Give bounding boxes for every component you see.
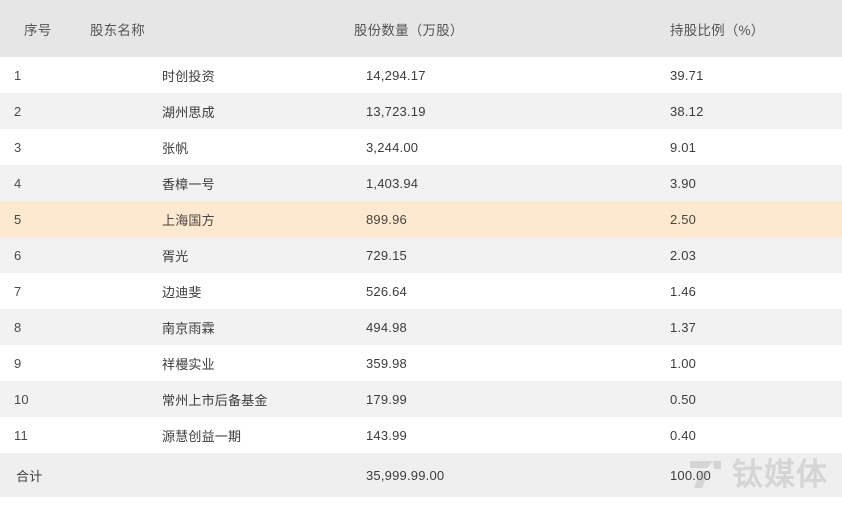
- table-header: 序号 股东名称 股份数量（万股） 持股比例（%）: [0, 0, 842, 57]
- table-header-row: 序号 股东名称 股份数量（万股） 持股比例（%）: [0, 0, 842, 57]
- shareholder-table: 序号 股东名称 股份数量（万股） 持股比例（%） 1 时创投资 14,294.17 3…: [0, 0, 842, 497]
- cell-ratio: 3.90: [670, 175, 697, 191]
- cell-index: 10: [14, 391, 29, 407]
- cell-ratio: 9.01: [670, 139, 697, 155]
- cell-ratio: 1.46: [670, 283, 697, 299]
- table-total-row: 合计 35,999.99.00 100.00: [0, 453, 842, 497]
- cell-shares: 14,294.17: [366, 67, 426, 83]
- cell-name: 源慧创益一期: [162, 428, 242, 444]
- cell-shares: 729.15: [366, 247, 407, 263]
- cell-ratio: 2.50: [670, 211, 697, 227]
- cell-index: 2: [14, 103, 22, 119]
- cell-name: 常州上市后备基金: [162, 392, 268, 408]
- cell-ratio: 0.40: [670, 427, 697, 443]
- column-header-shares: 股份数量（万股）: [338, 0, 658, 57]
- total-cell-ratio: 100.00: [670, 467, 711, 483]
- table-row: 2 湖州思成 13,723.19 38.12: [0, 93, 842, 129]
- cell-ratio: 38.12: [670, 103, 704, 119]
- cell-index: 9: [14, 355, 22, 371]
- table-row: 11 源慧创益一期 143.99 0.40: [0, 417, 842, 453]
- cell-name: 南京雨霖: [162, 320, 215, 336]
- cell-index: 3: [14, 139, 22, 155]
- cell-ratio: 0.50: [670, 391, 697, 407]
- cell-name: 胥光: [162, 248, 189, 264]
- table-row: 9 祥槾实业 359.98 1.00: [0, 345, 842, 381]
- table-row: 5 上海国方 899.96 2.50: [0, 201, 842, 237]
- cell-index: 8: [14, 319, 22, 335]
- cell-shares: 1,403.94: [366, 175, 419, 191]
- cell-ratio: 39.71: [670, 67, 704, 83]
- cell-name: 时创投资: [162, 68, 215, 84]
- table-row: 3 张帆 3,244.00 9.01: [0, 129, 842, 165]
- cell-name: 上海国方: [162, 212, 215, 228]
- cell-index: 6: [14, 247, 22, 263]
- cell-ratio: 1.00: [670, 355, 697, 371]
- cell-ratio: 1.37: [670, 319, 697, 335]
- table-row: 6 胥光 729.15 2.03: [0, 237, 842, 273]
- cell-shares: 526.64: [366, 283, 407, 299]
- table-row: 4 香樟一号 1,403.94 3.90: [0, 165, 842, 201]
- cell-index: 5: [14, 211, 22, 227]
- table-row: 1 时创投资 14,294.17 39.71: [0, 57, 842, 93]
- cell-shares: 899.96: [366, 211, 407, 227]
- cell-name: 湖州思成: [162, 104, 215, 120]
- column-header-ratio: 持股比例（%）: [658, 0, 842, 57]
- table-row: 7 边迪斐 526.64 1.46: [0, 273, 842, 309]
- cell-index: 7: [14, 283, 22, 299]
- cell-shares: 359.98: [366, 355, 407, 371]
- cell-shares: 3,244.00: [366, 139, 419, 155]
- total-cell-shares: 35,999.99.00: [366, 467, 445, 483]
- table-body: 1 时创投资 14,294.17 39.71 2 湖州思成 13,723.19 38.12 3 张…: [0, 57, 842, 497]
- cell-index: 1: [14, 67, 22, 83]
- table-row: 8 南京雨霖 494.98 1.37: [0, 309, 842, 345]
- cell-ratio: 2.03: [670, 247, 697, 263]
- total-cell-index: 合计: [16, 468, 43, 484]
- cell-name: 张帆: [162, 140, 189, 156]
- cell-shares: 179.99: [366, 391, 407, 407]
- cell-index: 11: [14, 427, 28, 443]
- table-row: 10 常州上市后备基金 179.99 0.50: [0, 381, 842, 417]
- cell-shares: 13,723.19: [366, 103, 426, 119]
- cell-name: 香樟一号: [162, 176, 215, 192]
- total-cell-name: [74, 453, 338, 497]
- cell-shares: 143.99: [366, 427, 407, 443]
- cell-shares: 494.98: [366, 319, 407, 335]
- cell-name: 边迪斐: [162, 284, 202, 300]
- column-header-index: 序号: [0, 0, 74, 57]
- cell-index: 4: [14, 175, 22, 191]
- cell-name: 祥槾实业: [162, 356, 215, 372]
- column-header-name: 股东名称: [74, 0, 338, 57]
